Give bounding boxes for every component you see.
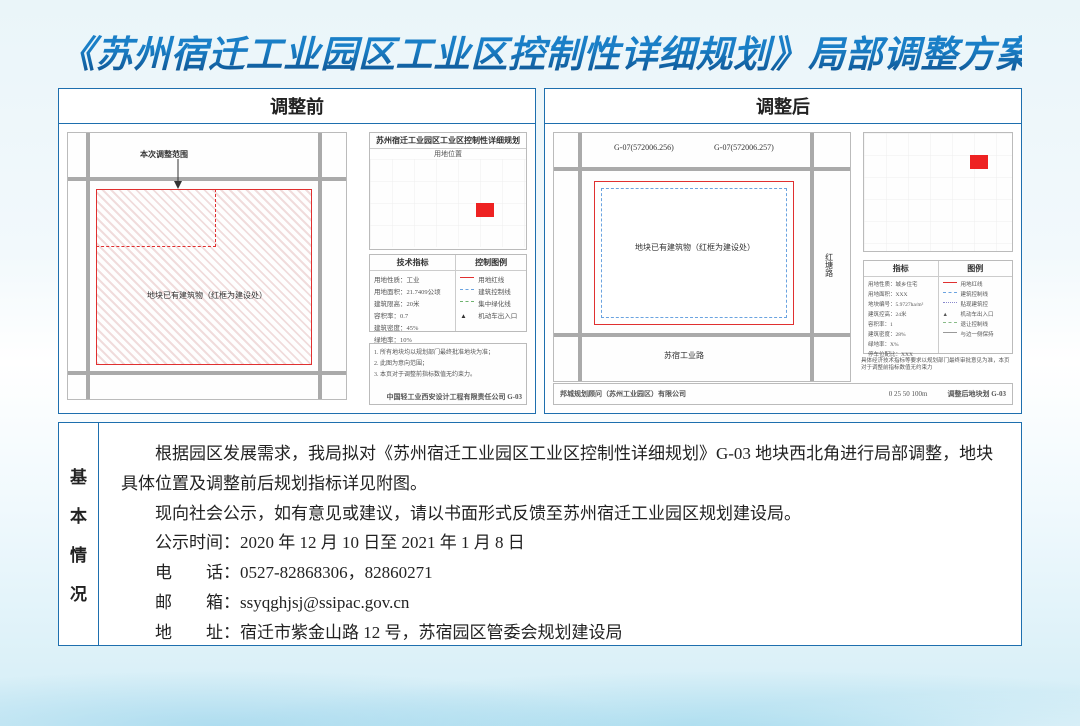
before-tech-legend: 技术指标 用地性质：工业 用地面积：21.7409公顷 建筑限高：20米 容积率… xyxy=(369,254,527,332)
info-para1: 根据园区发展需求，我局拟对《苏州宿迁工业园区工业区控制性详细规划》G-03 地块… xyxy=(121,439,999,499)
after-scale: 0 25 50 100m xyxy=(889,390,928,398)
panel-after-header: 调整后 xyxy=(545,89,1021,124)
info-para2: 现向社会公示，如有意见或建议，请以书面形式反馈至苏州宿迁工业园区规划建设局。 xyxy=(121,499,999,529)
after-location-map xyxy=(863,132,1013,252)
info-period: 公示时间：2020 年 12 月 10 日至 2021 年 1 月 8 日 xyxy=(121,528,999,558)
after-location-marker-icon xyxy=(970,155,988,169)
info-addr: 地 址：宿迁市紫金山路 12 号，苏宿园区管委会规划建设局 xyxy=(121,618,999,648)
before-main-map: 本次调整范围 地块已有建筑物（红框为建设处） xyxy=(67,132,347,400)
tech-title: 技术指标 xyxy=(370,255,455,271)
before-loc-sub: 用地位置 xyxy=(370,149,526,159)
before-plot-label: 地块已有建筑物（红框为建设处） xyxy=(137,290,277,301)
before-location-map: 苏州宿迁工业园区工业区控制性详细规划 用地位置 xyxy=(369,132,527,250)
panel-after-body: 地块已有建筑物（红框为建设处） G-07(572006.256) G-07(57… xyxy=(545,124,1021,413)
before-footer: 中国轻工业西安设计工程有限责任公司 G-03 xyxy=(386,393,522,401)
scope-arrow-icon xyxy=(168,159,188,189)
panel-before-header: 调整前 xyxy=(59,89,535,124)
panel-before-body: 本次调整范围 地块已有建筑物（红框为建设处） 苏州宿迁工业园区工业区控制性详细规… xyxy=(59,124,535,413)
comparison-panels: 调整前 本次调整范围 地块已有建筑物（红框为建设处） 苏州宿迁工业园区工业区控制… xyxy=(58,88,1022,414)
before-loc-title: 苏州宿迁工业园区工业区控制性详细规划 xyxy=(370,133,526,149)
page-title: 《苏州宿迁工业园区工业区控制性详细规划》局部调整方案公示 xyxy=(58,24,1022,78)
after-main-map: 地块已有建筑物（红框为建设处） G-07(572006.256) G-07(57… xyxy=(553,132,851,382)
after-footer-left: 邦城规划顾问（苏州工业园区）有限公司 xyxy=(560,390,686,398)
info-email: 邮 箱：ssyqghjsj@ssipac.gov.cn xyxy=(121,588,999,618)
after-note: 具体经济技术指标等要求以规划部门最终审批意见为准，本页对于调整前指标数值无约束力 xyxy=(861,358,1011,371)
info-main: 根据园区发展需求，我局拟对《苏州宿迁工业园区工业区控制性详细规划》G-03 地块… xyxy=(99,423,1021,645)
before-adjust-scope xyxy=(96,189,216,247)
location-marker-icon xyxy=(476,203,494,217)
after-legend: 指标 用地性质：城乡住宅 用地面积：XXX 地块编号：5.9727ha/m² 建… xyxy=(863,260,1013,354)
before-notes: 1. 所有地块均以规划部门最终批准地块为准； 2. 此图为意向范围； 3. 本页… xyxy=(369,343,527,405)
panel-before: 调整前 本次调整范围 地块已有建筑物（红框为建设处） 苏州宿迁工业园区工业区控制… xyxy=(58,88,536,414)
after-plot: 地块已有建筑物（红框为建设处） xyxy=(594,181,794,325)
basic-info-block: 基 本 情 况 根据园区发展需求，我局拟对《苏州宿迁工业园区工业区控制性详细规划… xyxy=(58,422,1022,646)
legend-title: 控制图例 xyxy=(456,255,526,271)
after-plot-label: 地块已有建筑物（红框为建设处） xyxy=(635,242,755,253)
legend-rows: 用地红线 建筑控制线 集中绿化线 ▲机动车出入口 xyxy=(456,271,526,325)
info-phone: 电 话：0527-82868306，82860271 xyxy=(121,558,999,588)
after-footer-bar: 邦城规划顾问（苏州工业园区）有限公司 0 25 50 100m 调整后地块划 G… xyxy=(553,383,1013,405)
panel-after: 调整后 地块已有建筑物（红框为建设处） G-07(572006.256) G-0… xyxy=(544,88,1022,414)
content-frame: 《苏州宿迁工业园区工业区控制性详细规划》局部调整方案公示 调整前 本次调整范围 … xyxy=(58,24,1022,704)
after-footer-right: 调整后地块划 G-03 xyxy=(947,390,1006,398)
info-side-label: 基 本 情 况 xyxy=(59,423,99,645)
